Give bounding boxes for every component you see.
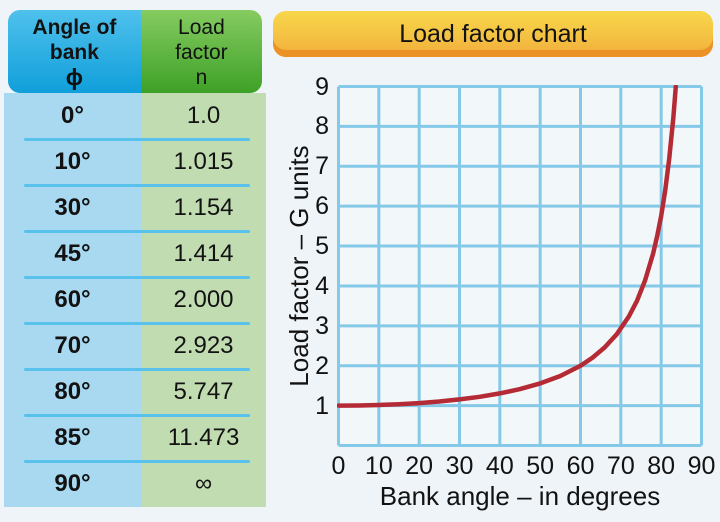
y-tick-label: 5 [315,232,329,261]
x-tick-label: 10 [364,452,393,480]
row-divider [24,367,250,371]
load-factor-cell: ∞ [141,461,266,507]
table-row: 90° ∞ [4,459,266,507]
angle-cell: 10° [4,139,142,185]
load-factor-cell: 1.015 [141,139,266,185]
angle-cell: 60° [4,277,142,323]
table-row: 80° 5.747 [4,367,266,415]
plot-background [337,85,703,447]
x-tick-label: 40 [485,452,514,480]
y-tick-label: 3 [315,311,329,340]
n-symbol: n [195,66,208,89]
x-tick-label: 30 [445,452,474,480]
table-body: 0° 1.0 10° 1.015 30° 1.154 45° 1.414 60° [4,93,266,507]
y-tick-label: 4 [315,271,329,300]
plot-area [336,84,703,447]
x-tick-label: 70 [606,452,635,480]
y-tick-label: 9 [315,72,329,101]
y-tick-label: 7 [315,152,329,181]
table-row: 85° 11.473 [4,413,266,461]
load-factor-cell: 5.747 [141,369,266,415]
table-row: 30° 1.154 [4,183,266,231]
row-divider [24,275,250,279]
load-factor-plot [336,84,703,447]
y-tick-label: 8 [315,112,329,141]
angle-cell: 90° [4,461,142,507]
table-row: 45° 1.414 [4,229,266,277]
y-tick-label: 2 [315,351,329,380]
angle-of-bank-header: Angle of bank ϕ [8,10,141,93]
load-factor-header: Load factor n [140,10,262,93]
load-header-line2: factor [175,41,228,64]
y-axis-ticks: 1 2 3 4 5 6 7 8 9 [291,73,329,447]
load-factor-cell: 2.923 [141,323,266,369]
x-axis-title: Bank angle – in degrees [379,481,661,511]
angle-cell: 30° [4,185,142,231]
x-tick-label: 80 [647,452,676,480]
load-factor-cell: 1.154 [141,185,266,231]
table-row: 0° 1.0 [4,93,266,139]
row-divider [24,321,250,325]
table-header: Angle of bank ϕ Load factor n [8,10,262,93]
row-divider [24,183,250,187]
load-factor-cell: 1.414 [141,231,266,277]
x-axis-ticks: 0 10 20 30 40 50 60 70 80 90 [332,452,716,480]
row-divider [24,229,250,233]
load-factor-cell: 1.0 [141,93,266,139]
angle-header-line2: bank [49,41,99,64]
x-tick-label: 60 [566,452,595,480]
row-divider [24,137,250,141]
angle-cell: 85° [4,415,142,461]
load-factor-cell: 2.000 [141,277,266,323]
row-divider [24,413,250,417]
table-row: 60° 2.000 [4,275,266,323]
x-tick-label: 90 [687,452,716,480]
load-factor-table: Angle of bank ϕ Load factor n 0° 1.0 10°… [4,10,266,507]
row-divider [24,459,250,463]
x-tick-label: 50 [526,452,555,480]
load-factor-curve [336,84,679,408]
phi-symbol: ϕ [65,64,84,90]
angle-header-line1: Angle of [32,16,117,39]
x-tick-label: 20 [405,452,434,480]
chart-title: Load factor chart [399,19,587,48]
y-tick-label: 1 [315,391,329,420]
load-factor-cell: 11.473 [141,415,266,461]
x-tick-label: 0 [331,452,346,480]
angle-cell: 0° [4,93,142,139]
table-row: 70° 2.923 [4,321,266,369]
angle-cell: 70° [4,323,142,369]
chart-title-banner: Load factor chart [273,11,713,57]
angle-cell: 45° [4,231,142,277]
load-header-line1: Load [178,16,225,39]
table-row: 10° 1.015 [4,137,266,185]
grid-lines [337,85,703,447]
angle-cell: 80° [4,369,142,415]
y-tick-label: 6 [315,192,329,221]
